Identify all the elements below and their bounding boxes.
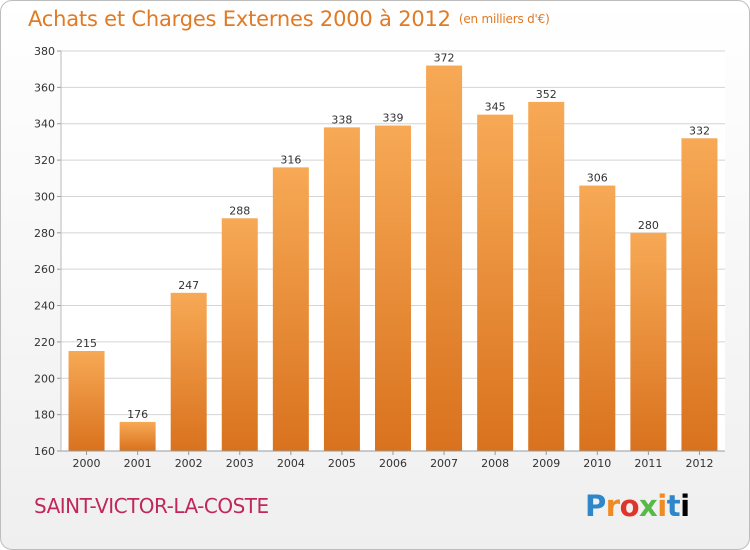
data-label: 345 (485, 101, 506, 114)
bar-2006 (375, 125, 411, 451)
x-tick-label: 2002 (175, 457, 203, 470)
data-label: 339 (383, 112, 404, 125)
data-label: 332 (689, 124, 710, 137)
y-tick-label: 160 (34, 445, 55, 458)
logo-letter: o (619, 489, 640, 523)
bar-2001 (119, 421, 156, 451)
bar-2005 (323, 127, 360, 451)
x-tick-label: 2010 (583, 457, 611, 470)
bar-2010 (579, 185, 616, 451)
y-tick-label: 240 (34, 300, 55, 313)
x-tick-label: 2009 (532, 457, 560, 470)
y-tick-label: 380 (34, 45, 55, 58)
data-labels: 215 176 247 288 316 338 339 372 345 352 306 280 332 (76, 52, 710, 421)
logo-letter: i (657, 489, 667, 523)
logo-letter: x (639, 489, 658, 523)
x-tick-label: 2008 (481, 457, 509, 470)
bar-2009 (528, 101, 565, 451)
city-name: SAINT-VICTOR-LA-COSTE (34, 494, 269, 518)
data-label: 176 (127, 408, 148, 421)
y-tick-label: 180 (34, 409, 55, 422)
x-tick-label: 2012 (685, 457, 713, 470)
y-tick-label: 320 (34, 154, 55, 167)
y-tick-label: 260 (34, 263, 55, 276)
data-label: 215 (76, 337, 97, 350)
bar-2012 (681, 138, 718, 452)
bars (68, 65, 718, 452)
x-tick-label: 2007 (430, 457, 458, 470)
logo-letter: r (605, 489, 620, 523)
logo-letter: t (666, 489, 681, 523)
y-tick-label: 340 (34, 118, 55, 131)
x-tick-label: 2000 (73, 457, 101, 470)
bar-2002 (170, 292, 207, 451)
x-tick-label: 2001 (124, 457, 152, 470)
data-label: 352 (536, 88, 557, 101)
x-tick-label: 2006 (379, 457, 407, 470)
logo-letter: P (585, 489, 606, 523)
data-label: 288 (229, 204, 250, 217)
bar-2000 (68, 351, 105, 451)
data-label: 247 (178, 279, 199, 292)
x-axis-ticks: 2000 2001 2002 2003 2004 2005 2006 2007 2008 2009… (73, 451, 713, 470)
proxiti-logo[interactable]: Proxiti (585, 489, 690, 523)
y-tick-label: 220 (34, 336, 55, 349)
y-tick-label: 360 (34, 81, 55, 94)
x-tick-label: 2004 (277, 457, 305, 470)
data-label: 306 (587, 172, 608, 185)
x-tick-label: 2005 (328, 457, 356, 470)
bar-2003 (221, 218, 258, 451)
data-label: 280 (638, 219, 659, 232)
data-label: 372 (434, 52, 455, 65)
y-axis-ticks: 160 180 200 220 240 260 280 300 320 340 360 380 (34, 45, 61, 458)
y-tick-label: 280 (34, 227, 55, 240)
bar-2011 (630, 232, 667, 451)
x-tick-label: 2011 (634, 457, 662, 470)
bar-2008 (477, 114, 514, 452)
bar-2007 (426, 65, 463, 451)
data-label: 316 (280, 153, 301, 166)
chart-title-text: Achats et Charges Externes 2000 à 2012 (28, 7, 451, 31)
chart-title: Achats et Charges Externes 2000 à 2012 (e… (28, 7, 550, 31)
logo-letter: i (680, 489, 690, 523)
chart-unit: (en milliers d'€) (458, 12, 550, 26)
x-tick-label: 2003 (226, 457, 254, 470)
y-tick-label: 200 (34, 372, 55, 385)
data-label: 338 (331, 113, 352, 126)
bar-2004 (272, 167, 309, 451)
y-tick-label: 300 (34, 190, 55, 203)
